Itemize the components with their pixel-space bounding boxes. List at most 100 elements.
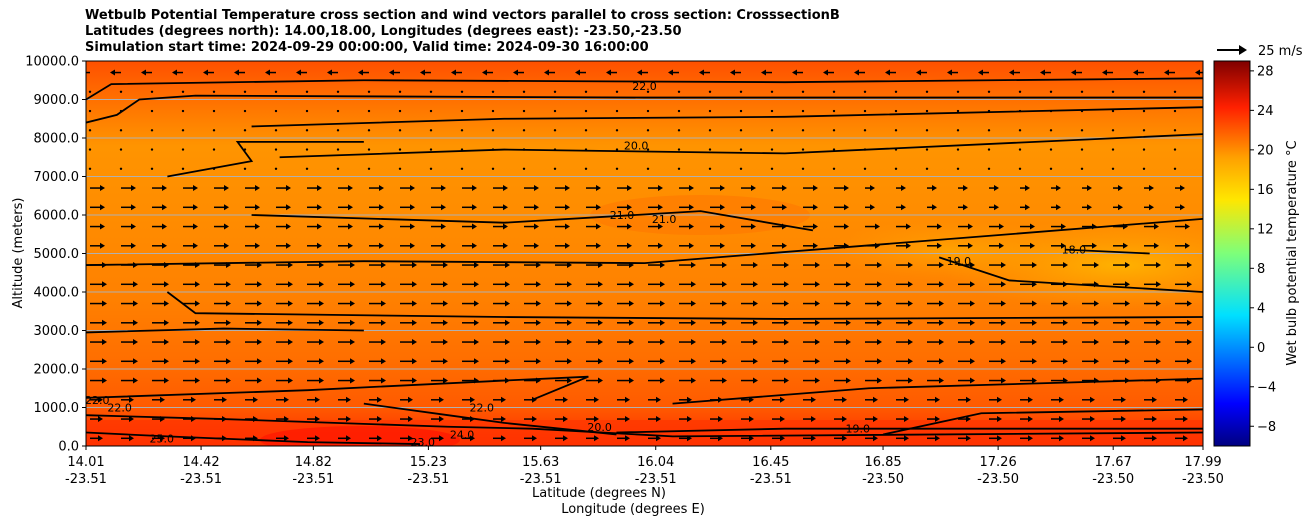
wind-vector [708,129,712,132]
wind-vector-head [379,242,384,249]
wind-vector-head [253,435,258,442]
wind-vector-head [751,204,756,211]
wind-vector [615,90,619,94]
wind-vector-head [162,204,167,211]
wind-vector-head [319,281,324,288]
contour-line [363,402,617,436]
wind-vector-head [1121,396,1126,403]
wind-vector-head [691,281,696,288]
wind-vector-head [567,377,572,384]
wind-vector-head [412,319,417,326]
wind-vector-head [689,223,694,230]
wind-vector-head [691,262,696,269]
wind-vector-head [970,319,975,326]
wind-vector-head [1187,281,1192,288]
wind-vector [336,90,340,94]
x-tick-label-lat: 17.99 [1184,455,1221,470]
wind-vector-head [660,300,665,307]
wind-vector-head [222,435,227,442]
wind-vector [1173,129,1177,132]
wind-vector-head [226,377,231,384]
wind-vector-head [815,262,820,269]
x-tick-label-lat: 15.23 [410,455,447,470]
wind-vector-head [98,416,103,423]
wind-vector [584,148,588,151]
wind-vector [150,109,154,113]
wind-vector [615,129,619,132]
wind-vector-head [451,69,456,76]
wind-vector [274,148,278,151]
wind-vector-head [901,185,906,192]
contour-line [616,427,1203,434]
wind-vector [522,129,526,132]
wind-vector-head [1133,69,1138,76]
wind-vector [1049,109,1053,113]
wind-vector-head [379,185,384,192]
wind-vector-head [598,377,603,384]
wind-vector-head [1183,396,1188,403]
wind-vector-head [257,281,262,288]
wind-vector [212,109,216,113]
wind-vector-head [1156,377,1161,384]
wind-vector [1205,168,1207,170]
wind-vector [646,129,650,132]
wind-vector-head [224,242,229,249]
wind-vector-head [1094,300,1099,307]
wind-vector-head [846,262,851,269]
wind-vector-head [102,262,107,269]
wind-vector [398,148,402,151]
wind-vector-head [1030,242,1035,249]
wind-vector-head [1094,339,1099,346]
wind-vector [646,90,650,94]
wind-vector-head [842,396,847,403]
wind-vector-head [567,281,572,288]
wind-vector-head [792,69,797,76]
wind-vector [832,109,836,113]
wind-vector [770,129,774,132]
wind-vector [522,90,526,94]
y-tick-label: 7000.0 [34,170,80,185]
wind-vector-head [1152,416,1157,423]
wind-vector-head [842,435,847,442]
wind-vector-head [195,300,200,307]
wind-vector [553,90,557,94]
wind-vector [398,129,402,132]
wind-vector-head [164,281,169,288]
wind-vector-head [963,185,968,192]
wind-vector-head [536,339,541,346]
wind-vector [1142,90,1146,94]
wind-vector-head [1063,281,1068,288]
x-tick-label-lat: 14.42 [182,455,219,470]
wind-vector-head [226,319,231,326]
wind-vector [522,148,526,151]
wind-vector-head [226,339,231,346]
wind-vector [1049,148,1053,151]
x-tick-label-lon: -23.50 [977,472,1019,487]
wind-vector-head [811,416,816,423]
wind-vector-head [536,262,541,269]
wind-vector-head [257,377,262,384]
wind-vector-head [501,435,506,442]
wind-vector-head [439,435,444,442]
wind-vector-head [412,358,417,365]
wind-vector-head [629,319,634,326]
contour-label: 19.0 [947,255,972,268]
wind-vector-head [908,300,913,307]
wind-vector-head [782,185,787,192]
wind-vector-head [257,358,262,365]
wind-vector-head [296,69,301,76]
wind-vector-head [288,319,293,326]
wind-vector-head [284,396,289,403]
wind-vector-head [1063,358,1068,365]
wind-vector-head [908,281,913,288]
wind-vector-head [513,69,518,76]
wind-vector-head [699,69,704,76]
wind-vector-head [563,416,568,423]
wind-vector-head [420,69,425,76]
wind-vector-head [1118,204,1123,211]
y-tick-label: 4000.0 [34,286,80,301]
wind-vector-head [691,358,696,365]
wind-vector-head [846,358,851,365]
wind-vector [1018,109,1022,113]
colorbar-label: Wet bulb potential temperature °C [1285,140,1300,365]
